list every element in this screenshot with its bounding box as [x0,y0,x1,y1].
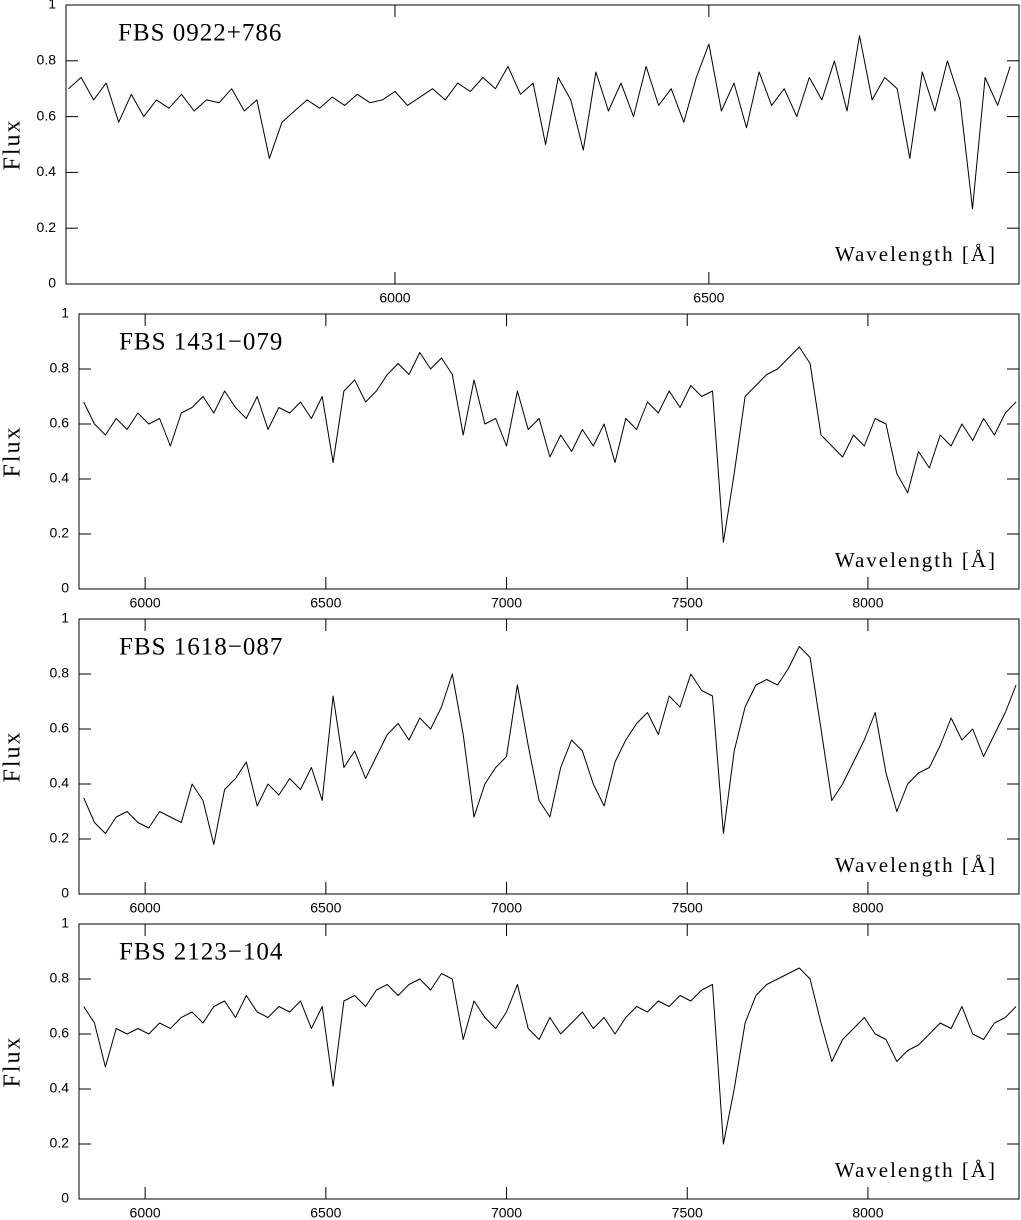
y-tick-label: 1 [61,610,69,626]
x-tick-label: 6000 [130,900,161,916]
y-tick-label: 0.4 [50,1080,70,1096]
x-tick-label: 6000 [130,1205,161,1220]
plot-frame [78,618,1020,895]
y-tick-label: 0 [61,1190,69,1206]
y-tick-label: 0.8 [37,52,57,68]
x-tick-label: 8000 [852,595,883,611]
x-tick-label: 6500 [310,595,341,611]
plot-frame [78,923,1020,1200]
plot-frame [65,4,1020,285]
y-tick-label: 0.2 [50,1135,70,1151]
y-tick-label: 0 [48,275,56,291]
spectrum-line [83,967,1017,1145]
y-tick-label: 0.6 [50,1025,70,1041]
y-tick-label: 0.2 [50,830,70,846]
y-tick-label: 0.4 [50,775,70,791]
x-tick-label: 8000 [852,900,883,916]
y-tick-label: 0.6 [50,720,70,736]
y-axis-label: Flux [0,425,26,477]
x-tick-label: 7500 [672,1205,703,1220]
x-axis-label: Wavelength [Å] [835,853,997,877]
y-axis-label: Flux [0,730,26,782]
x-tick-label: 6500 [693,290,724,306]
spectrum-line [68,35,1011,210]
panel-title: FBS 1618−087 [119,634,283,661]
panel-title: FBS 1431−079 [119,329,283,356]
x-tick-label: 6500 [310,900,341,916]
y-tick-label: 0.2 [50,525,70,541]
y-tick-label: 0.8 [50,970,70,986]
y-tick-label: 0.6 [50,415,70,431]
y-tick-label: 0.6 [37,107,57,123]
spectrum-line [83,646,1017,845]
y-tick-label: 0 [61,580,69,596]
y-tick-label: 0.8 [50,665,70,681]
y-axis-label: Flux [0,1035,26,1087]
y-tick-label: 1 [61,915,69,931]
y-tick-label: 0.4 [37,163,57,179]
y-tick-label: 0.4 [50,470,70,486]
y-tick-label: 1 [61,305,69,321]
x-tick-label: 7000 [491,1205,522,1220]
panel-title: FBS 2123−104 [119,939,283,966]
x-tick-label: 7000 [491,900,522,916]
x-tick-label: 6000 [379,290,410,306]
x-axis-label: Wavelength [Å] [835,242,997,266]
y-tick-label: 1 [48,0,56,12]
panel-title: FBS 0922+786 [118,20,282,47]
x-tick-label: 6000 [130,595,161,611]
x-tick-label: 7000 [491,595,522,611]
y-axis-label: Flux [0,118,26,170]
spectrum-line [83,346,1017,543]
y-tick-label: 0.2 [37,219,57,235]
x-tick-label: 6500 [310,1205,341,1220]
y-tick-label: 0 [61,885,69,901]
x-axis-label: Wavelength [Å] [835,1158,997,1182]
x-axis-label: Wavelength [Å] [835,548,997,572]
x-tick-label: 8000 [852,1205,883,1220]
y-tick-label: 0.8 [50,360,70,376]
x-tick-label: 7500 [672,900,703,916]
x-tick-label: 7500 [672,595,703,611]
plot-frame [78,313,1020,590]
